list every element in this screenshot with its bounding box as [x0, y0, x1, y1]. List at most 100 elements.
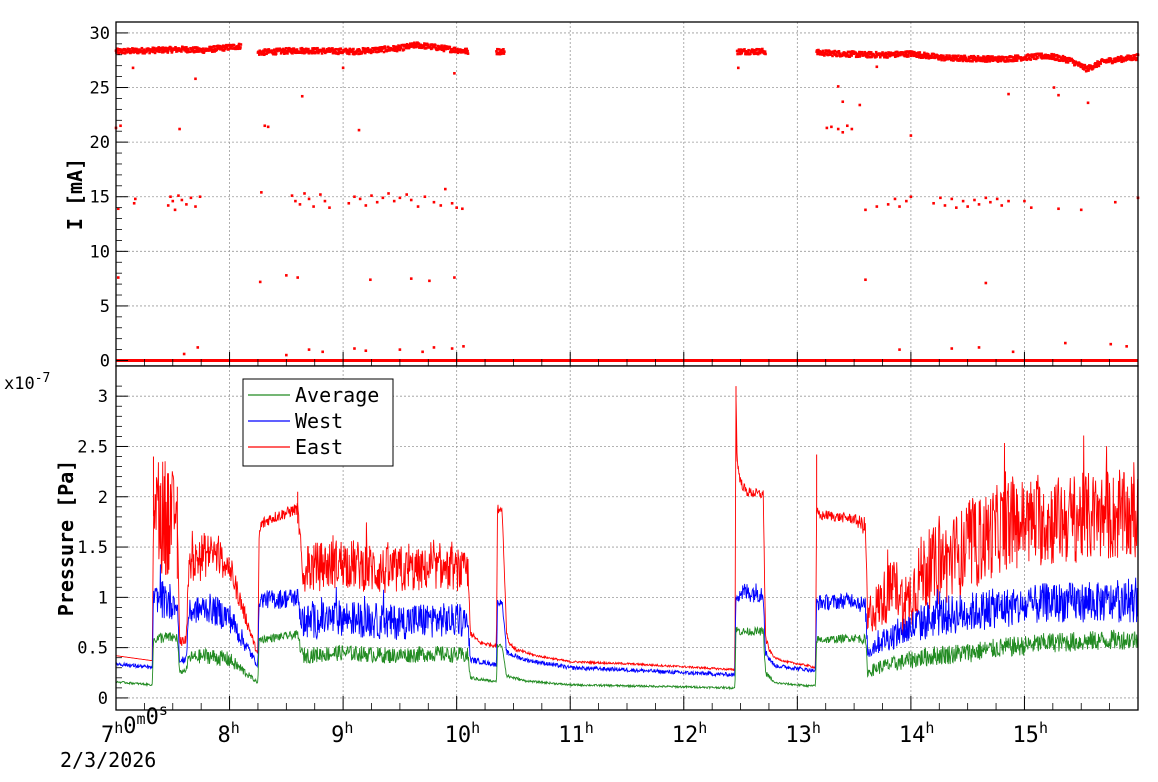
current-point — [1012, 56, 1016, 59]
current-point — [1086, 65, 1090, 68]
current-point — [273, 48, 276, 52]
current-point — [972, 57, 975, 61]
current-point — [262, 51, 266, 54]
current-y-tick-label: 20 — [90, 133, 110, 153]
current-point — [195, 48, 199, 51]
current-point — [1066, 61, 1070, 64]
current-point — [428, 45, 432, 49]
current-point — [145, 50, 148, 54]
current-point — [895, 50, 899, 54]
current-outlier-point — [194, 205, 197, 208]
current-point — [895, 54, 898, 58]
current-point — [307, 47, 310, 51]
current-point — [847, 50, 851, 54]
current-point — [440, 48, 444, 52]
current-point — [1083, 68, 1086, 71]
current-point — [265, 49, 269, 53]
x-tick-label-number: 7 — [101, 723, 114, 748]
current-point — [891, 53, 894, 57]
current-point — [283, 48, 287, 52]
current-point — [372, 48, 376, 52]
current-point — [903, 54, 907, 58]
current-point — [1063, 55, 1067, 59]
current-point — [762, 52, 766, 55]
current-point — [1046, 56, 1049, 60]
current-point — [1093, 65, 1096, 69]
current-outlier-point — [134, 197, 137, 201]
current-point — [996, 60, 1000, 63]
current-outlier-point — [296, 276, 299, 279]
current-point — [351, 49, 354, 53]
current-point — [237, 44, 240, 47]
current-point — [265, 52, 268, 56]
current-point — [260, 53, 264, 56]
current-point — [823, 54, 826, 57]
current-point — [448, 45, 452, 49]
current-point — [1029, 58, 1033, 61]
current-point — [1099, 62, 1103, 65]
current-outlier-point — [864, 208, 867, 212]
current-point — [236, 45, 240, 49]
current-point — [412, 46, 416, 49]
current-point — [332, 48, 336, 52]
current-outlier-point — [1011, 350, 1015, 354]
current-point — [925, 54, 928, 57]
current-outlier-point — [285, 353, 288, 357]
current-point — [407, 44, 410, 47]
current-point — [364, 47, 368, 51]
current-point — [951, 54, 955, 58]
current-point — [865, 54, 868, 57]
current-outlier-point — [439, 204, 443, 207]
current-point — [836, 54, 839, 57]
current-point — [204, 49, 207, 52]
current-point — [378, 47, 382, 51]
current-point — [1129, 56, 1133, 60]
current-point — [845, 52, 849, 56]
current-point — [449, 50, 453, 54]
current-point — [988, 56, 991, 60]
current-point — [322, 47, 326, 51]
current-point — [929, 55, 933, 59]
current-point — [966, 59, 970, 62]
current-point — [913, 50, 916, 54]
x-tick-label-unit: h — [585, 719, 594, 737]
current-point — [188, 50, 192, 54]
current-point — [894, 50, 898, 54]
current-outlier-point — [966, 205, 969, 208]
current-point — [171, 49, 174, 53]
current-point — [422, 46, 425, 49]
legend-label-east: East — [295, 435, 343, 459]
current-point — [931, 56, 934, 59]
current-point — [185, 46, 188, 49]
current-point — [463, 49, 467, 52]
current-point — [404, 44, 408, 48]
current-point — [886, 53, 890, 56]
current-outlier-point — [893, 197, 897, 201]
current-point — [426, 43, 430, 47]
current-point — [131, 48, 135, 51]
current-point — [300, 49, 303, 52]
current-point — [960, 55, 964, 58]
current-point — [838, 52, 842, 56]
current-point — [354, 52, 358, 55]
current-point — [502, 48, 505, 51]
current-point — [336, 48, 339, 51]
current-point — [363, 51, 367, 55]
current-point — [123, 52, 127, 55]
current-point — [311, 47, 314, 50]
current-point — [223, 47, 227, 51]
current-point — [331, 51, 335, 55]
current-point — [455, 49, 459, 52]
current-point — [854, 51, 858, 55]
current-point — [430, 47, 434, 50]
pressure-y-tick-label: 2 — [98, 488, 108, 508]
current-point — [378, 46, 382, 49]
current-outlier-point — [932, 201, 935, 205]
x-tick-label-number: 11 — [558, 723, 585, 748]
current-point — [169, 46, 173, 50]
current-outlier-point — [387, 192, 390, 195]
current-point — [219, 48, 222, 51]
current-point — [456, 47, 459, 51]
current-point — [464, 51, 468, 55]
current-point — [1049, 54, 1053, 58]
